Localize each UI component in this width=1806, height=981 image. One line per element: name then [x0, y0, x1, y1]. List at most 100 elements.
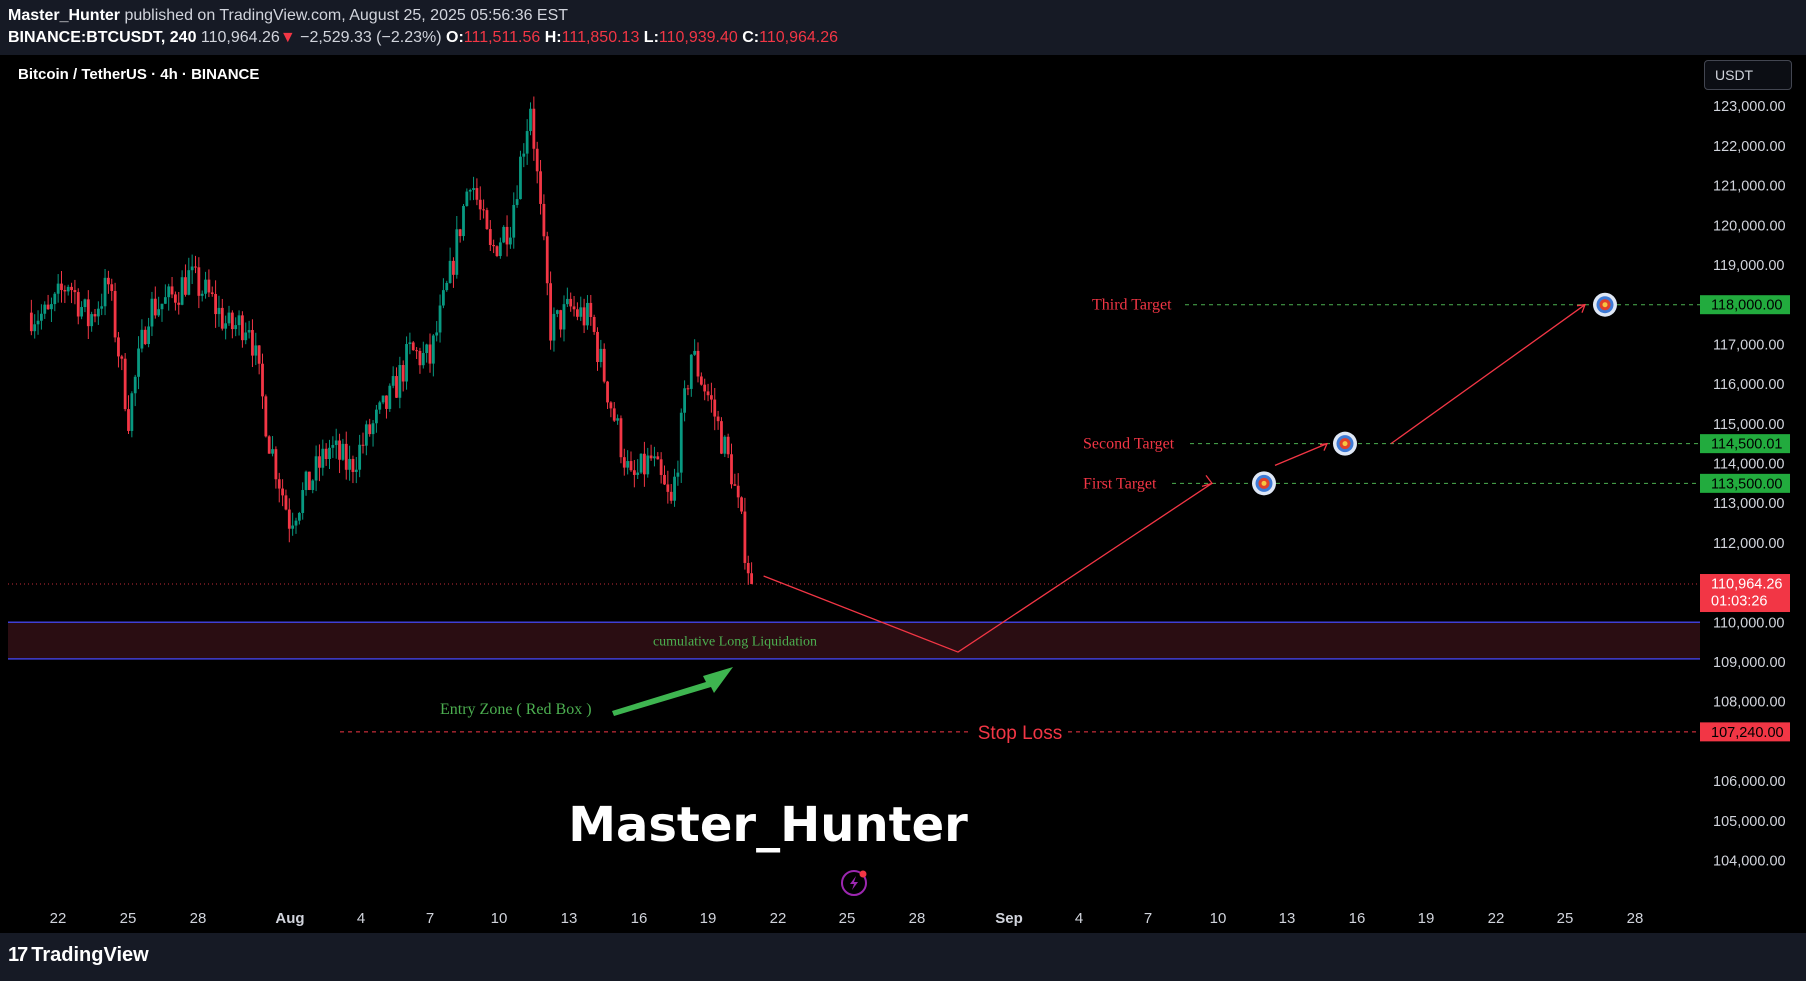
candle-body — [509, 237, 512, 245]
candle-body — [113, 290, 117, 338]
candle-body — [351, 458, 355, 472]
candle-body — [720, 421, 723, 454]
candle-body — [632, 470, 636, 475]
candle-body — [133, 376, 137, 394]
candle-body — [646, 455, 650, 475]
candle-body — [713, 399, 717, 417]
candle-body — [505, 226, 509, 245]
x-axis-tick: 28 — [190, 910, 207, 927]
candle-body — [254, 345, 258, 356]
candle-body — [29, 312, 33, 332]
x-axis-tick: 10 — [491, 910, 508, 927]
candle-body — [170, 286, 174, 295]
logo-text: TradingView — [31, 944, 149, 966]
high-value: 111,850.13 — [561, 29, 640, 46]
candle-body — [545, 236, 549, 284]
candle-body — [385, 395, 388, 409]
change-text: −2,529.33 (−2.23%) — [300, 29, 442, 46]
candle-body — [716, 416, 720, 422]
currency-button[interactable]: USDT — [1704, 60, 1792, 90]
stop-loss-price-badge: 107,240.00 — [1700, 722, 1790, 742]
high-label: H: — [544, 29, 562, 46]
footer — [0, 933, 1806, 981]
x-axis-tick: 19 — [700, 910, 717, 927]
candle-body — [478, 199, 482, 210]
candle-body — [110, 284, 114, 291]
chart-area[interactable] — [8, 55, 1700, 933]
candle-body — [344, 443, 348, 470]
candle-body — [693, 350, 697, 355]
candle-body — [659, 459, 663, 475]
third-target-label: Third Target — [1092, 297, 1172, 314]
last-price-badge-bg — [1700, 574, 1790, 613]
candle-body — [411, 342, 415, 351]
second-target-price-badge-bg — [1700, 434, 1790, 454]
tradingview-logo[interactable]: 17 TradingView — [8, 944, 149, 967]
x-axis-tick: 22 — [770, 910, 787, 927]
projected-path-1 — [763, 482, 1213, 653]
candle-body — [197, 267, 201, 296]
candle-body — [425, 344, 429, 354]
candle-body — [375, 409, 378, 424]
candle-body — [730, 454, 733, 485]
candle-body — [174, 294, 177, 303]
author-name[interactable]: Master_Hunter — [8, 7, 121, 24]
publish-info: Master_Hunter published on TradingView.c… — [8, 7, 568, 25]
candle-body — [562, 304, 566, 330]
candle-body — [107, 277, 110, 285]
close-label: C: — [742, 29, 760, 46]
candle-body — [629, 461, 633, 471]
candle-body — [321, 448, 325, 468]
watermark-text: Master_Hunter — [568, 797, 968, 853]
projected-path-3 — [1390, 304, 1586, 445]
candle-body — [492, 244, 496, 247]
candle-body — [616, 418, 619, 421]
candle-body — [639, 453, 643, 473]
candle-body — [455, 229, 459, 275]
low-value: 110,939.40 — [658, 29, 738, 46]
y-axis-tick: 112,000.00 — [1713, 536, 1785, 552]
candle-body — [462, 205, 465, 237]
symbol-info: BINANCE:BTCUSDT, 240 110,964.26▼ −2,529.… — [8, 29, 838, 47]
candle-body — [257, 345, 261, 364]
lightning-icon[interactable] — [841, 870, 867, 896]
candle-body — [36, 320, 40, 325]
candle-body — [740, 497, 743, 512]
candle-body — [314, 456, 318, 481]
candle-body — [224, 323, 228, 329]
candle-body — [177, 302, 181, 305]
open-label: O: — [446, 29, 464, 46]
candle-body — [465, 191, 469, 206]
candle-body — [542, 203, 546, 237]
candle-body — [418, 350, 422, 366]
second-target-price-badge-text: 114,500.01 — [1711, 437, 1783, 453]
candle-body — [442, 290, 445, 306]
candle-body — [220, 307, 224, 329]
candle-body — [482, 209, 485, 211]
candle-body — [750, 573, 753, 585]
candle-body — [143, 329, 147, 345]
candle-body — [586, 302, 589, 326]
arrowhead-2 — [1319, 442, 1329, 451]
y-axis-tick: 106,000.00 — [1713, 774, 1786, 790]
candle-body — [163, 297, 167, 304]
candle-body — [589, 302, 593, 317]
candle-body — [284, 495, 288, 510]
candle-body — [123, 358, 127, 410]
candle-body — [60, 283, 63, 291]
candle-body — [90, 314, 94, 327]
publish-header: Master_Hunter published on TradingView.c… — [0, 0, 1806, 55]
x-axis-tick: 25 — [1557, 910, 1574, 927]
candle-body — [86, 299, 90, 327]
candle-body — [431, 335, 435, 364]
x-axis-tick: 4 — [1075, 910, 1083, 927]
projected-path-2 — [1274, 443, 1328, 466]
candle-body — [666, 484, 670, 492]
entry-zone-label: Entry Zone ( Red Box ) — [440, 701, 592, 718]
candle-body — [277, 479, 281, 489]
candle-body — [207, 279, 211, 293]
candle-body — [40, 313, 43, 321]
y-axis-tick: 120,000.00 — [1713, 218, 1786, 234]
